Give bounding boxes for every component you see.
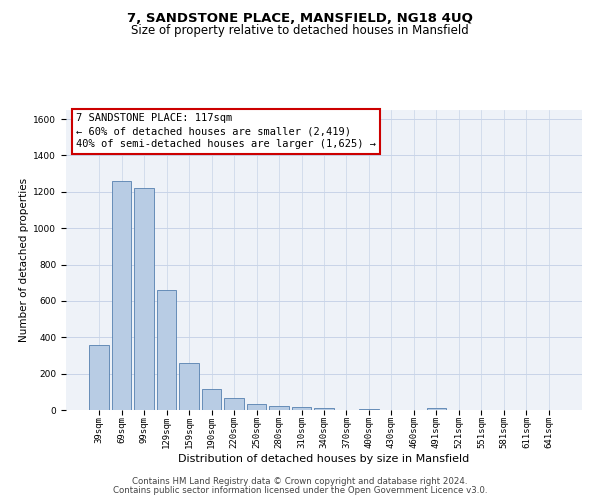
Text: 7, SANDSTONE PLACE, MANSFIELD, NG18 4UQ: 7, SANDSTONE PLACE, MANSFIELD, NG18 4UQ [127,12,473,26]
Bar [359,409,379,410]
Y-axis label: Number of detached properties: Number of detached properties [19,178,29,342]
Bar [202,389,221,410]
Text: Contains HM Land Registry data © Crown copyright and database right 2024.: Contains HM Land Registry data © Crown c… [132,477,468,486]
Bar [314,408,334,410]
Text: Contains public sector information licensed under the Open Government Licence v3: Contains public sector information licen… [113,486,487,495]
Text: 7 SANDSTONE PLACE: 117sqm
← 60% of detached houses are smaller (2,419)
40% of se: 7 SANDSTONE PLACE: 117sqm ← 60% of detac… [76,113,376,150]
Text: Size of property relative to detached houses in Mansfield: Size of property relative to detached ho… [131,24,469,37]
Bar [247,404,266,410]
Bar [224,398,244,410]
Bar [427,408,446,410]
Bar [134,188,154,410]
Bar [157,290,176,410]
Bar [179,362,199,410]
Bar [292,408,311,410]
Bar [269,406,289,410]
Bar [89,344,109,410]
Bar [112,181,131,410]
X-axis label: Distribution of detached houses by size in Mansfield: Distribution of detached houses by size … [178,454,470,464]
